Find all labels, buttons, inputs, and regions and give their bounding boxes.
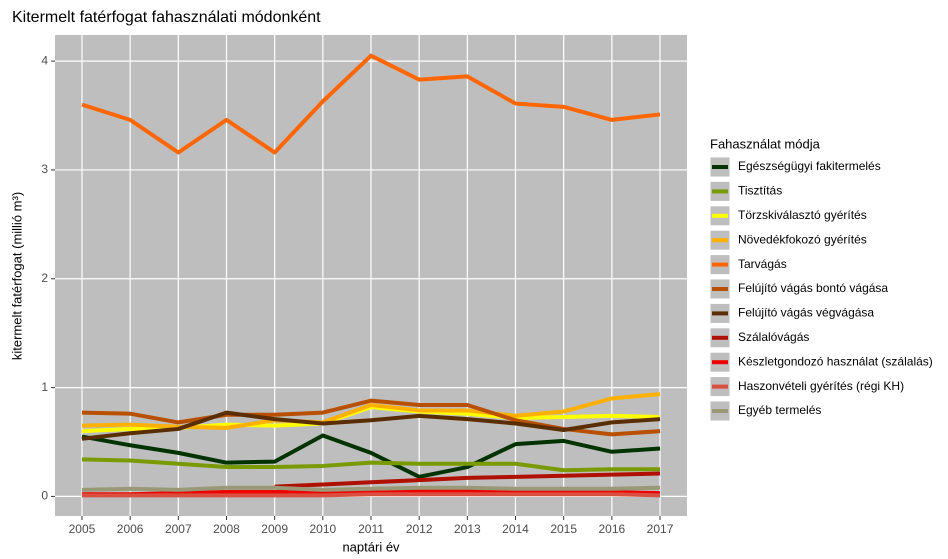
legend-label: Törzskiválasztó gyérítés bbox=[738, 208, 867, 222]
x-tick-label: 2010 bbox=[309, 522, 336, 536]
series-line bbox=[81, 392, 661, 430]
series-line bbox=[81, 485, 661, 492]
legend-label: Haszonvételi gyérítés (régi KH) bbox=[738, 379, 904, 393]
series-line bbox=[81, 53, 661, 155]
x-tick-label: 2005 bbox=[69, 522, 96, 536]
series-line bbox=[81, 457, 661, 473]
y-tick-label: 4 bbox=[41, 53, 48, 67]
x-tick-label: 2008 bbox=[213, 522, 240, 536]
series-line bbox=[81, 410, 661, 441]
chart-title: Kitermelt fatérfogat fahasználati módonk… bbox=[12, 9, 321, 26]
x-tick-label: 2009 bbox=[261, 522, 288, 536]
x-tick-label: 2015 bbox=[550, 522, 577, 536]
series-line bbox=[81, 492, 661, 498]
legend-label: Növedékfokozó gyérítés bbox=[738, 232, 867, 246]
x-axis-title: naptári év bbox=[342, 539, 400, 554]
series-line bbox=[81, 433, 661, 479]
x-tick-label: 2016 bbox=[599, 522, 626, 536]
x-tick-label: 2017 bbox=[647, 522, 674, 536]
legend-label: Egyéb termelés bbox=[738, 403, 821, 417]
y-axis-title: kitermelt fatérfogat (millió m³) bbox=[9, 192, 24, 360]
legend-label: Készletgondozó használat (szálalás) bbox=[738, 354, 933, 368]
y-tick-label: 3 bbox=[41, 162, 48, 176]
x-tick-label: 2006 bbox=[117, 522, 144, 536]
series-line bbox=[81, 488, 661, 497]
x-tick-label: 2013 bbox=[454, 522, 481, 536]
y-tick-label: 2 bbox=[41, 271, 48, 285]
legend-label: Tarvágás bbox=[738, 257, 787, 271]
x-tick-label: 2007 bbox=[165, 522, 192, 536]
legend-label: Tisztítás bbox=[738, 184, 782, 198]
x-tick-label: 2012 bbox=[406, 522, 433, 536]
legend-label: Felújító vágás bontó vágása bbox=[738, 281, 888, 295]
legend-title: Fahasználat módja bbox=[710, 136, 821, 151]
legend-label: Egészségügyi fakitermelés bbox=[738, 159, 881, 173]
series-line bbox=[274, 471, 661, 489]
x-tick-label: 2011 bbox=[358, 522, 384, 536]
y-tick-label: 1 bbox=[41, 380, 48, 394]
legend-label: Felújító vágás végvágása bbox=[738, 306, 874, 320]
x-tick-label: 2014 bbox=[502, 522, 529, 536]
legend-label: Szálalóvágás bbox=[738, 330, 809, 344]
y-tick-label: 0 bbox=[41, 489, 48, 503]
